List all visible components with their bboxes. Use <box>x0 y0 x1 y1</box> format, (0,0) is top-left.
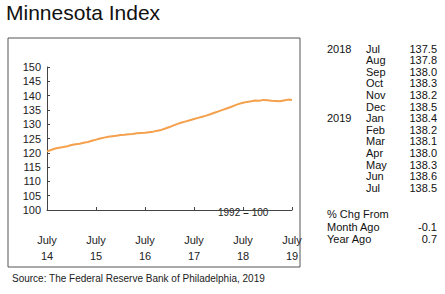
svg-text:July: July <box>233 234 253 246</box>
svg-text:Jun: Jun <box>366 170 384 182</box>
svg-text:July: July <box>282 234 302 246</box>
svg-text:138.5: 138.5 <box>409 101 437 113</box>
svg-text:110: 110 <box>23 175 41 187</box>
svg-text:17: 17 <box>188 250 200 262</box>
svg-text:% Chg From: % Chg From <box>327 208 389 220</box>
svg-text:Aug: Aug <box>366 54 386 66</box>
svg-text:138.4: 138.4 <box>409 112 437 124</box>
svg-text:138.2: 138.2 <box>409 124 437 136</box>
svg-text:120: 120 <box>23 147 41 159</box>
svg-text:18: 18 <box>237 250 249 262</box>
svg-text:125: 125 <box>23 133 41 145</box>
svg-text:July: July <box>37 234 57 246</box>
svg-text:15: 15 <box>90 250 102 262</box>
svg-text:138.0: 138.0 <box>409 66 437 78</box>
svg-text:1992 = 100: 1992 = 100 <box>218 207 269 218</box>
svg-text:-0.1: -0.1 <box>418 221 437 233</box>
svg-text:Nov: Nov <box>366 89 386 101</box>
svg-text:Month Ago: Month Ago <box>327 221 380 233</box>
svg-text:138.3: 138.3 <box>409 159 437 171</box>
svg-text:2019: 2019 <box>327 112 351 124</box>
svg-text:138.2: 138.2 <box>409 89 437 101</box>
svg-text:Jan: Jan <box>366 112 384 124</box>
svg-text:100: 100 <box>23 204 41 216</box>
svg-text:138.1: 138.1 <box>409 135 437 147</box>
svg-text:2018: 2018 <box>327 43 351 55</box>
svg-text:135: 135 <box>23 104 41 116</box>
svg-text:14: 14 <box>41 250 53 262</box>
svg-text:Feb: Feb <box>366 124 385 136</box>
svg-text:July: July <box>135 234 155 246</box>
svg-text:115: 115 <box>23 161 41 173</box>
svg-text:Mar: Mar <box>366 135 385 147</box>
svg-text:138.5: 138.5 <box>409 182 437 194</box>
svg-text:Source: The Federal Reserve Ba: Source: The Federal Reserve Bank of Phil… <box>12 273 265 284</box>
svg-text:Apr: Apr <box>366 147 383 159</box>
svg-text:Sep: Sep <box>366 66 386 78</box>
svg-text:138.6: 138.6 <box>409 170 437 182</box>
svg-text:July: July <box>86 234 106 246</box>
svg-text:Year Ago: Year Ago <box>327 233 371 245</box>
svg-text:140: 140 <box>23 90 41 102</box>
svg-text:May: May <box>366 159 387 171</box>
svg-text:105: 105 <box>23 190 41 202</box>
svg-text:137.8: 137.8 <box>409 54 437 66</box>
svg-text:16: 16 <box>139 250 151 262</box>
svg-text:Dec: Dec <box>366 101 386 113</box>
svg-text:Jul: Jul <box>366 43 380 55</box>
svg-text:Oct: Oct <box>366 77 383 89</box>
svg-text:Minnesota Index: Minnesota Index <box>6 1 161 24</box>
svg-text:138.0: 138.0 <box>409 147 437 159</box>
svg-text:July: July <box>184 234 204 246</box>
svg-text:130: 130 <box>23 118 41 130</box>
svg-text:138.3: 138.3 <box>409 77 437 89</box>
svg-text:145: 145 <box>23 75 41 87</box>
svg-text:137.5: 137.5 <box>409 43 437 55</box>
svg-text:150: 150 <box>23 61 41 73</box>
svg-text:Jul: Jul <box>366 182 380 194</box>
svg-text:0.7: 0.7 <box>422 233 437 245</box>
svg-text:19: 19 <box>286 250 298 262</box>
